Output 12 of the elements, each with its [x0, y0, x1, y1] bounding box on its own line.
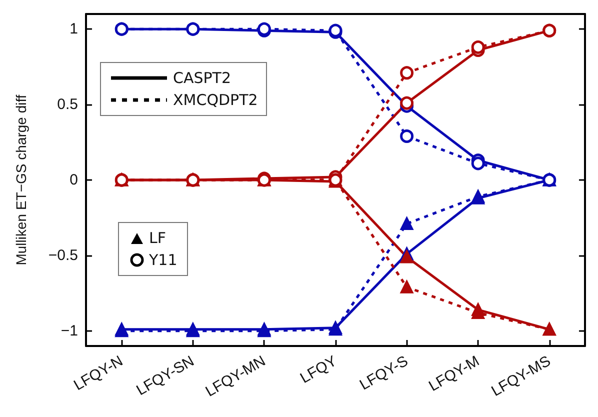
y-tick-label: −1 [60, 322, 78, 340]
y-tick-label: −0.5 [48, 246, 78, 264]
annotation: CASPT2 [173, 69, 232, 87]
y-axis-title: Mulliken ET−GS charge diff [13, 94, 29, 266]
legend-box: CASPT2 XMCQDPT2 [100, 62, 267, 116]
annotation: XMCQDPT2 [173, 91, 258, 109]
legend-box: LF Y11 [118, 222, 188, 276]
annotation: Y11 [149, 251, 178, 269]
y-tick-label: 1 [70, 20, 78, 38]
annotation: LF [149, 229, 166, 247]
y-tick-label: 0.5 [57, 96, 78, 114]
y-tick-label: 0 [70, 172, 78, 188]
